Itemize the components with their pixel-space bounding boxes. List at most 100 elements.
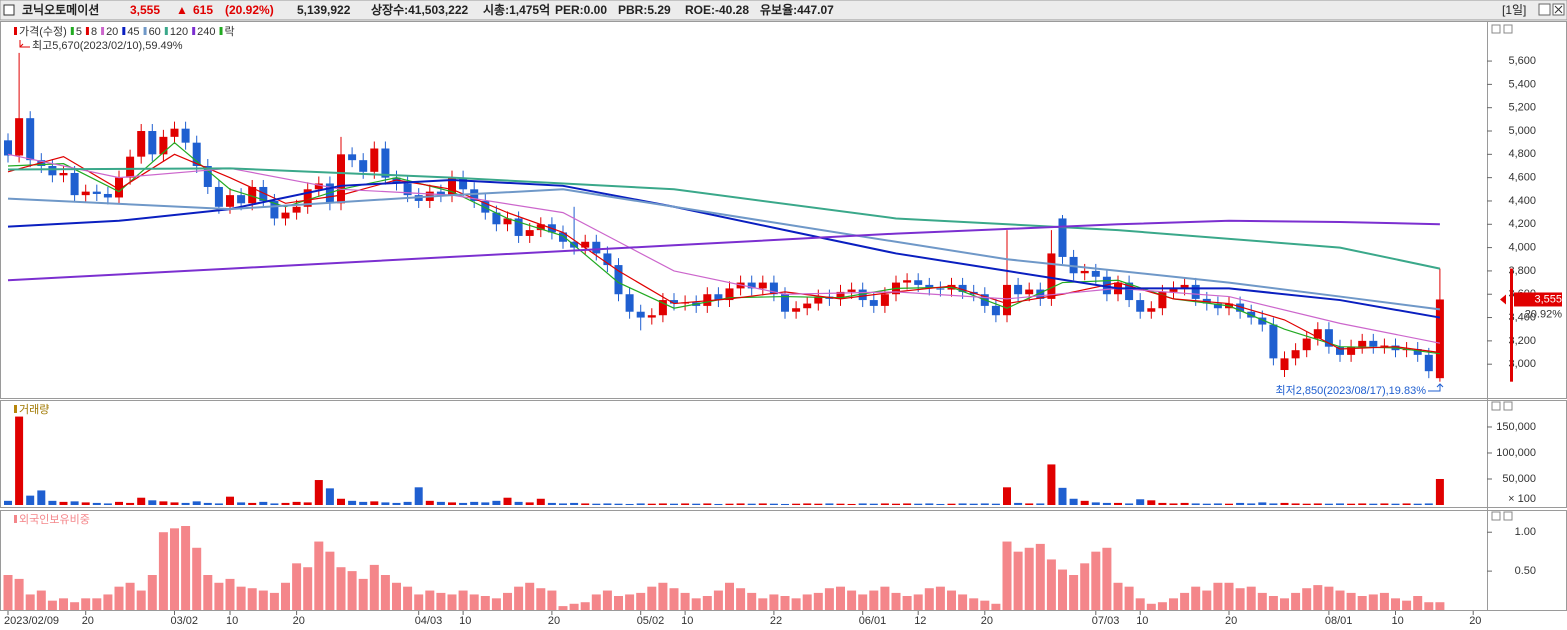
candle-body [70,172,79,196]
candle-body [281,212,290,219]
bar [292,501,301,505]
bar [258,590,268,610]
pane-button[interactable] [1491,24,1501,34]
restore-button[interactable] [1538,3,1551,16]
bar [1224,582,1234,610]
candle-body [381,148,390,178]
bar [947,503,956,505]
candle-body [15,118,24,156]
candle-body [1125,282,1134,301]
legend-swatch [85,27,89,35]
candle-body [1047,253,1056,299]
candle-body [459,177,468,190]
bar [59,501,68,505]
bar [203,575,213,610]
bar [1358,503,1367,505]
bar [702,596,712,610]
bar [314,480,323,505]
bar [447,594,457,610]
pane-button[interactable] [1503,24,1513,34]
bar [1003,487,1011,505]
y-tick-label: 50,000 [1502,473,1536,485]
candle-body [470,189,479,201]
x-tick-label: 10 [681,615,693,627]
y-tick-label: 1.00 [1515,526,1536,538]
candle-body [1025,289,1034,295]
bar [3,575,13,610]
bar [625,594,635,610]
bar [1336,503,1344,505]
x-tick-label: 10 [459,615,471,627]
bar [636,592,646,610]
pane-button[interactable] [1491,401,1501,411]
bar [813,592,823,610]
high-annotation: 최고5,670(2023/02/10),59.49% [32,39,183,52]
candle-body [1213,303,1222,309]
legend-swatch [14,27,17,35]
bar [403,586,413,610]
bar [281,502,290,505]
bar [458,590,468,610]
candle-body [92,191,101,194]
bar [814,503,823,505]
pane-buttons [1491,24,1513,521]
bar [1035,543,1045,610]
candle-body [126,156,135,178]
candle-body [448,177,456,196]
bar [758,503,767,505]
bar [491,598,501,610]
bar [1080,500,1089,505]
bar [269,592,279,610]
bar [725,582,734,610]
bar [403,501,412,505]
candle-body [481,200,490,213]
legend-ma: 240 [197,26,215,38]
bar [1225,503,1233,505]
bar [1435,602,1445,610]
bar [725,503,734,505]
pane-button[interactable] [1491,511,1501,521]
candle-body [836,291,845,299]
pane-button[interactable] [1503,401,1513,411]
bar [825,503,834,505]
candle-body [148,131,157,155]
legend-swatch [122,27,126,35]
x-tick-label: 10 [226,615,238,627]
bar [192,547,202,610]
bar [514,501,523,505]
bar [1102,502,1111,505]
checkbox[interactable] [3,4,15,16]
bar [559,503,567,505]
bar [525,502,534,505]
candle-body [1358,340,1367,347]
bar [1379,592,1389,610]
bar [958,594,968,610]
bar [459,502,468,505]
candle-body [592,241,601,254]
bar [181,502,190,505]
y-tick-label: 4,800 [1508,148,1536,160]
bar [681,503,690,505]
bar [592,503,601,505]
pane-button[interactable] [1503,511,1513,521]
y-tick-label: 4,200 [1508,218,1536,230]
bar [803,503,812,505]
bar [314,541,324,610]
y-tick-label: 0.50 [1515,565,1536,577]
candle-body [137,131,146,157]
candle-body [614,265,623,295]
bar [1291,503,1300,505]
candle-body [670,300,678,304]
bar [1058,569,1067,610]
bar [858,594,868,610]
legend-extra: 락 [225,25,235,38]
bar [1058,487,1067,505]
change: 615 [193,3,213,17]
period[interactable]: [1일] [1502,3,1526,17]
legend-ma: 45 [127,26,139,38]
stock-name: 코닉오토메이션 [22,2,99,17]
bar [1069,575,1079,610]
moving-average [7,141,1440,355]
bar [92,502,101,505]
bar [1246,586,1256,610]
